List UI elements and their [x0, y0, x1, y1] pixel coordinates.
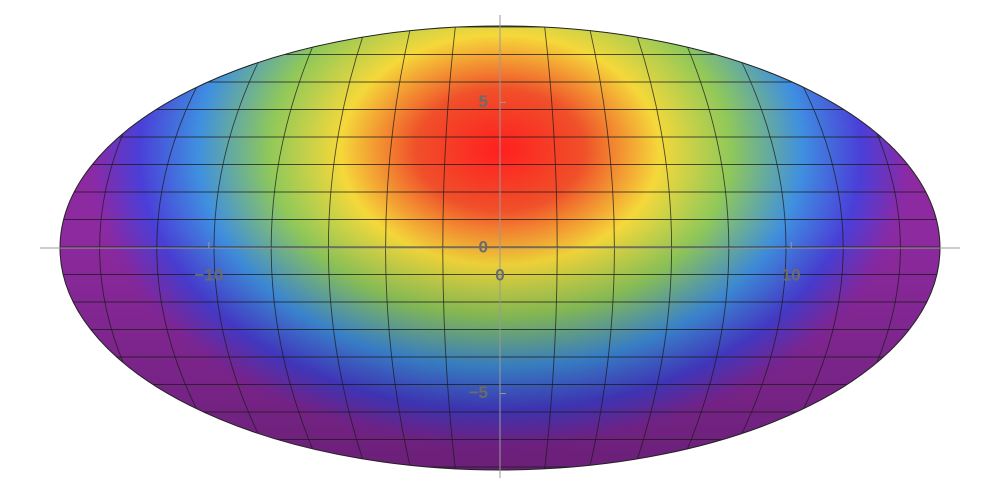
- x-tick-label: 0: [495, 265, 504, 284]
- x-tick-label: −10: [194, 265, 223, 284]
- axes: [40, 15, 960, 478]
- y-tick-label: −5: [469, 383, 488, 402]
- x-tick-label: 10: [782, 265, 801, 284]
- y-tick-label: 0: [479, 237, 488, 256]
- y-tick-label: 5: [479, 92, 488, 111]
